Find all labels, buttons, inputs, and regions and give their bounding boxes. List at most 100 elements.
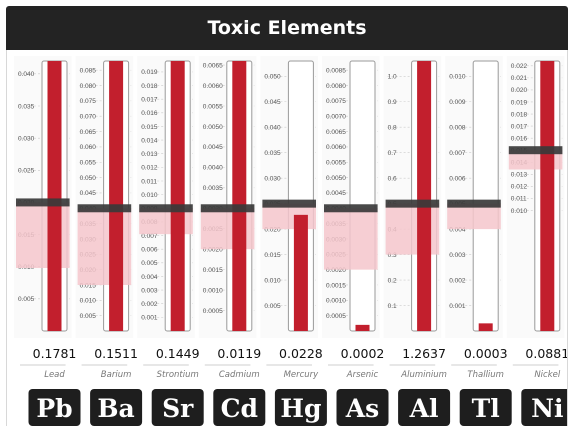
element-symbol: Sr [162, 394, 194, 423]
tick-label: 0.015 [264, 252, 281, 259]
gauge-tube [349, 60, 376, 332]
tick-label: 0.007 [141, 233, 158, 240]
element-symbol: Hg [280, 394, 321, 423]
tick-label: 0.013 [141, 151, 158, 158]
element-name: Nickel [534, 370, 561, 380]
limit-band [16, 198, 70, 207]
value-bar [232, 61, 247, 331]
tick-label: 0.015 [141, 124, 158, 131]
tick-label: 0.035 [264, 150, 281, 157]
tick-label: 0.0045 [326, 190, 346, 197]
element-symbol-tile [336, 389, 389, 426]
tick-label: 0.005 [80, 313, 97, 320]
tick-label: 0.0055 [203, 103, 223, 110]
element-symbol: Pb [36, 394, 72, 423]
tick-label: 0.025 [18, 168, 35, 175]
tick-label: 0.004 [449, 226, 466, 233]
value-label: 1.2637 [402, 346, 446, 361]
tick-label: 0.017 [511, 123, 528, 130]
tick-label: 0.0020 [326, 267, 346, 274]
tick-label: 0.0065 [326, 129, 346, 136]
element-name: Thallium [467, 370, 504, 380]
tick-label: 0.016 [141, 110, 158, 117]
tick-label: 0.0065 [203, 62, 223, 69]
tick-label: 0.030 [18, 135, 35, 142]
value-label: 0.1511 [94, 346, 138, 361]
tick-label: 0.004 [141, 274, 158, 281]
tick-label: 0.012 [511, 184, 528, 191]
element-symbol-tile [274, 389, 327, 426]
tick-label: 0.001 [141, 315, 158, 322]
tick-label: 0.006 [141, 246, 158, 253]
value-bar [293, 214, 308, 331]
value-bar [417, 61, 432, 331]
tick-label: 0.011 [141, 178, 157, 185]
tick-label: 0.017 [141, 96, 158, 103]
title-bar: Toxic Elements [6, 6, 568, 50]
tick-label: 0.3 [388, 252, 397, 259]
tick-label: 0.065 [80, 129, 97, 136]
tick-label: 0.006 [449, 175, 466, 182]
value-bar [478, 323, 493, 331]
value-bar [109, 61, 124, 331]
tick-label: 0.8 [388, 125, 397, 132]
tick-label: 0.005 [18, 296, 35, 303]
value-bar [170, 61, 185, 331]
tick-label: 0.021 [511, 75, 528, 82]
element-symbol: Ba [97, 394, 134, 423]
tick-label: 0.009 [449, 99, 466, 106]
tick-label: 0.010 [449, 74, 466, 81]
reference-range-band [447, 203, 501, 230]
tick-label: 0.6 [388, 175, 397, 182]
tick-label: 0.003 [141, 287, 158, 294]
element-name: Arsenic [346, 370, 379, 380]
element-symbol-tile [213, 389, 266, 426]
value-label: 0.1781 [33, 346, 77, 361]
tick-label: 0.010 [80, 298, 97, 305]
element-symbol: Tl [472, 394, 500, 423]
value-bar [540, 61, 555, 331]
tick-label: 0.0060 [326, 144, 346, 151]
tick-label: 0.7 [388, 150, 397, 157]
tick-label: 0.015 [80, 282, 97, 289]
tick-label: 0.002 [141, 301, 158, 308]
element-symbol: Ni [531, 394, 563, 423]
tick-label: 0.022 [511, 63, 528, 70]
toxic-elements-panel: Toxic Elements 0.040 0.035 0.030 0.025 0.020… [6, 6, 568, 426]
tick-label: 0.019 [141, 69, 158, 76]
value-label: 0.0881 [525, 346, 567, 361]
tick-label: 0.0085 [326, 68, 346, 75]
tick-label: 0.018 [141, 83, 158, 90]
tick-label: 0.9 [388, 99, 397, 106]
tick-label: 0.005 [264, 303, 281, 310]
element-name: Aluminium [400, 370, 447, 380]
tick-label: 0.085 [80, 68, 97, 75]
tick-label: 0.040 [264, 125, 281, 132]
tick-label: 0.080 [80, 83, 97, 90]
tick-label: 0.001 [449, 303, 466, 310]
reference-range-band [77, 208, 132, 285]
tick-label: 0.0015 [203, 267, 223, 274]
tick-label: 0.014 [141, 137, 158, 144]
tick-label: 0.002 [449, 277, 466, 284]
element-symbol: As [345, 394, 379, 423]
tick-label: 0.010 [264, 277, 281, 284]
element-name: Barium [101, 370, 132, 380]
page-title: Toxic Elements [207, 17, 367, 39]
limit-band [139, 204, 193, 213]
tick-label: 0.0050 [203, 124, 223, 131]
tick-label: 0.0055 [326, 160, 346, 167]
tick-label: 0.040 [18, 71, 35, 78]
value-label: 0.1449 [156, 346, 200, 361]
tick-label: 0.020 [264, 226, 281, 233]
element-name: Lead [44, 370, 65, 380]
value-label: 0.0003 [464, 346, 508, 361]
limit-band [447, 199, 501, 208]
reference-range-band [385, 203, 440, 255]
tick-label: 1.0 [388, 74, 397, 81]
value-label: 0.0119 [217, 346, 261, 361]
value-label: 0.0002 [341, 346, 385, 361]
tick-label: 0.0035 [203, 185, 223, 192]
tick-label: 0.019 [511, 99, 528, 106]
limit-band [508, 146, 563, 155]
